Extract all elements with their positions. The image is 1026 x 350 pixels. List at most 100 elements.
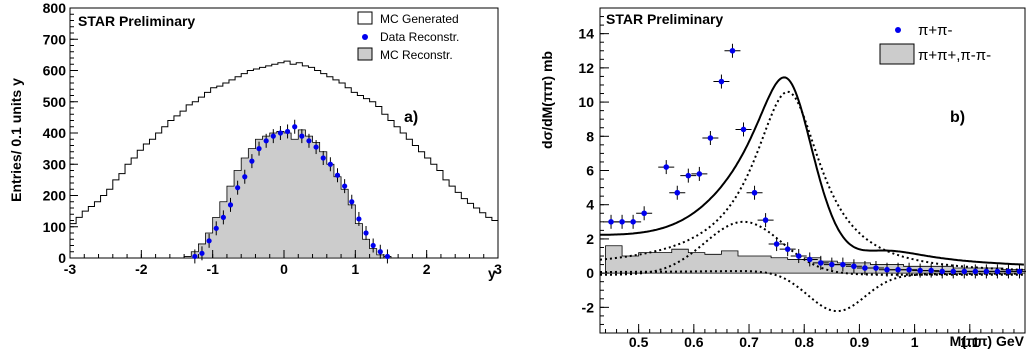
panel-a-ylabel: Entries/ 0.1 units y [8, 78, 24, 202]
legend-swatch-data-reconstr [362, 34, 368, 40]
data-point [619, 219, 625, 225]
legend-label-mc-reconstr: MC Reconstr. [380, 48, 453, 62]
data-point [199, 250, 205, 256]
data-point [334, 172, 341, 178]
panel-a-legend: MC Generated Data Reconstr. MC Reconstr. [357, 11, 459, 62]
x-tick-label: 0.7 [739, 334, 759, 350]
data-point [256, 146, 262, 152]
data-point [206, 238, 212, 244]
legend-label-mc-generated: MC Generated [380, 12, 459, 26]
data-point [696, 171, 703, 177]
panel-a-histograms [70, 60, 498, 259]
data-point [740, 126, 747, 133]
data-point [192, 253, 198, 260]
data-point [608, 219, 614, 225]
data-point [242, 174, 248, 180]
panel-b-annotation: STAR Preliminary [606, 11, 723, 27]
data-point [817, 260, 824, 266]
data-point [851, 263, 857, 270]
y-tick-label: 100 [43, 219, 67, 235]
panel-b-y-axis: -2 0 2 4 6 8 10 12 14 [578, 16, 609, 325]
data-point [270, 133, 276, 139]
data-point [220, 214, 226, 220]
data-point [1016, 268, 1023, 275]
data-point [773, 241, 780, 247]
legend-label-like-sign: π+π+,π-π- [918, 47, 991, 64]
data-point [663, 164, 670, 170]
data-point [370, 242, 376, 249]
panel-b-data-points [603, 43, 1026, 279]
data-point [320, 155, 326, 161]
y-tick-label: 0 [586, 265, 594, 281]
y-tick-label: 800 [43, 0, 67, 16]
y-tick-label: 10 [578, 94, 594, 110]
data-point [906, 266, 912, 273]
legend-swatch-like-sign [879, 43, 915, 65]
data-point [349, 199, 355, 205]
rho-curve [599, 90, 1024, 271]
panel-b-legend: π+π- π+π+,π-π- [879, 22, 991, 65]
legend-label-pi-plus-pi-minus: π+π- [918, 22, 952, 39]
data-point [384, 253, 391, 260]
x-tick-label: 1 [911, 334, 919, 350]
y-tick-label: 14 [578, 26, 594, 42]
data-point [363, 230, 369, 236]
data-point [235, 185, 241, 191]
data-point [299, 133, 305, 139]
legend-swatch-mc-generated [357, 11, 373, 25]
data-point [983, 268, 990, 275]
data-point [917, 267, 923, 274]
data-point [840, 261, 846, 268]
x-tick-label: 0.9 [850, 334, 870, 350]
y-tick-label: 600 [43, 63, 67, 79]
x-tick-label: 1.1 [960, 334, 980, 350]
x-tick-label: -1 [206, 261, 219, 277]
data-point [284, 128, 291, 135]
data-point [630, 219, 636, 225]
panel-a-x-axis: -3 -2 -1 0 1 2 3 [64, 250, 502, 277]
data-point [972, 268, 979, 275]
data-point [873, 265, 879, 271]
panel-a-label: a) [404, 109, 418, 126]
y-tick-label: 12 [578, 60, 594, 76]
y-tick-label: 400 [43, 125, 67, 141]
data-point [313, 144, 319, 150]
data-point [685, 172, 692, 179]
panel-a-xlabel: y [488, 265, 496, 281]
mc-generated-histogram [70, 60, 498, 225]
y-tick-label: 4 [586, 197, 594, 213]
data-point [263, 138, 269, 144]
x-tick-label: 1 [351, 261, 359, 277]
panel-b-x-axis: 0.5 0.6 0.7 0.8 0.9 1 1.1 [605, 324, 1015, 350]
data-point [377, 249, 383, 255]
data-point [641, 210, 647, 217]
data-point [213, 225, 219, 231]
data-point [806, 256, 813, 263]
data-point [342, 183, 348, 189]
data-point [994, 268, 1001, 275]
data-point [961, 268, 968, 275]
data-point [1005, 268, 1012, 275]
data-point [227, 202, 234, 208]
y-tick-label: 700 [43, 31, 67, 47]
data-point [939, 268, 946, 275]
mc-reconstr-histogram [177, 129, 399, 259]
direct-curve [600, 220, 1024, 276]
data-point [884, 266, 890, 273]
x-tick-label: 3 [494, 261, 502, 277]
panel-a: -3 -2 -1 0 1 2 3 0 100 200 300 400 500 600 700 800 STA… [8, 0, 502, 281]
legend-swatch-pi-plus-pi-minus [895, 27, 901, 33]
data-point [306, 138, 312, 144]
panel-b-label: b) [950, 109, 965, 126]
x-tick-label: -2 [135, 261, 148, 277]
x-tick-label: -3 [64, 261, 77, 277]
data-point [729, 47, 736, 54]
data-point [928, 267, 934, 274]
panel-a-y-axis: 0 100 200 300 400 500 600 700 800 [43, 0, 78, 266]
data-point [674, 189, 681, 196]
data-point [277, 130, 284, 136]
data-point [292, 124, 298, 130]
data-point [862, 265, 868, 271]
panel-b-fit-curves [599, 76, 1024, 313]
